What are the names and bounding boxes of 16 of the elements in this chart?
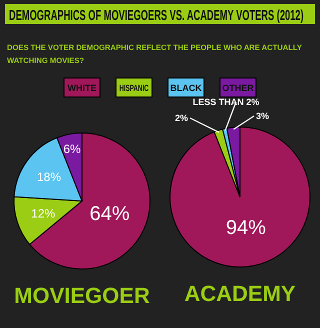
legend-label: BLACK xyxy=(170,83,202,93)
text: MOVIEGOER xyxy=(14,283,150,308)
data-label: 2% xyxy=(174,113,188,123)
data-label: LESS THAN 2% xyxy=(192,97,260,107)
data-label: 94% xyxy=(226,216,266,239)
chart-title: DEMOGRAPHICS OF MOVIEGOERS VS. ACADEMY VOTERS (2012) xyxy=(9,6,304,24)
data-label: 6% xyxy=(63,142,82,156)
text: ACADEMY xyxy=(184,281,296,306)
data-label: 18% xyxy=(36,170,62,184)
slice-label: WHITE xyxy=(68,83,96,93)
legend-label: OTHER xyxy=(222,83,254,93)
data-label: 12% xyxy=(31,206,56,221)
data-label: 64% xyxy=(90,203,130,226)
legend-label: HISPANIC xyxy=(119,82,150,94)
data-label: 3% xyxy=(256,111,270,121)
pie-slice xyxy=(170,126,310,268)
